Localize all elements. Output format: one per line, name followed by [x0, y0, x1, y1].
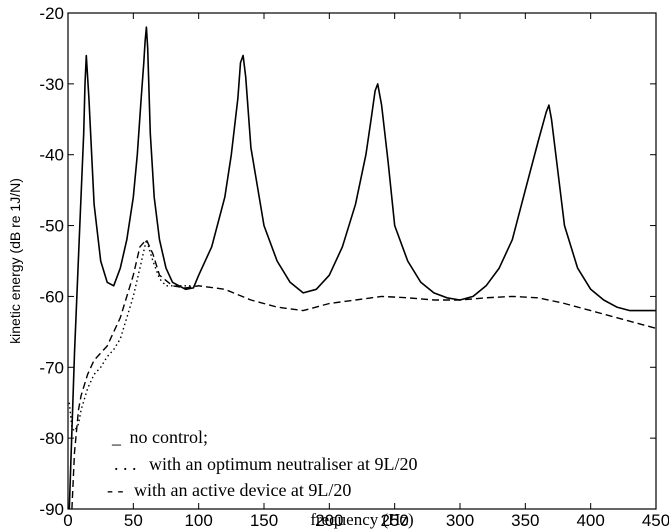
x-tick-label: 350	[511, 511, 539, 529]
axis-ticks: 0 50 100 150 200 250 300 350 400 450 -20 -30 -40 -50 -…	[39, 4, 669, 529]
y-tick-label: -70	[39, 358, 64, 377]
y-tick-label: -40	[39, 146, 64, 165]
y-tick-label: -80	[39, 429, 64, 448]
series-line-dotted	[68, 239, 199, 432]
legend-entry-neutraliser: . . . with an optimum neutraliser at 9L/…	[114, 454, 417, 474]
legend-label: with an active device at 9L/20	[134, 480, 351, 500]
y-tick-label: -90	[39, 500, 64, 519]
legend-marker: - -	[107, 480, 124, 500]
x-tick-label: 100	[184, 511, 212, 529]
x-axis-title: frequency (Hz)	[310, 510, 413, 529]
legend: _ no control; . . . with an optimum neut…	[107, 427, 417, 500]
legend-label: no control;	[130, 427, 209, 447]
y-tick-label: -50	[39, 217, 64, 236]
x-tick-label: 400	[576, 511, 604, 529]
y-tick-label: -20	[39, 4, 64, 23]
legend-label: with an optimum neutraliser at 9L/20	[149, 454, 417, 474]
x-tick-label: 0	[63, 511, 72, 529]
plot-lines	[68, 26, 657, 510]
y-tick-label: -60	[39, 287, 64, 306]
legend-entry-no-control: _ no control;	[111, 427, 208, 447]
legend-marker: _	[111, 427, 122, 447]
legend-marker: . . .	[114, 454, 137, 474]
x-tick-label: 300	[446, 511, 474, 529]
y-tick-label: -30	[39, 75, 64, 94]
series-line-solid	[68, 26, 656, 510]
series-line-dashed	[71, 239, 657, 510]
plot-frame	[67, 12, 657, 510]
x-tick-label: 50	[124, 511, 143, 529]
x-tick-label: 250	[380, 511, 408, 529]
y-axis-title: kinetic energy (dB re 1J/N)	[7, 178, 23, 344]
x-tick-label: 450	[642, 511, 669, 529]
x-tick-label: 150	[250, 511, 278, 529]
x-tick-label: 200	[315, 511, 343, 529]
legend-entry-active-device: - - with an active device at 9L/20	[107, 480, 351, 500]
